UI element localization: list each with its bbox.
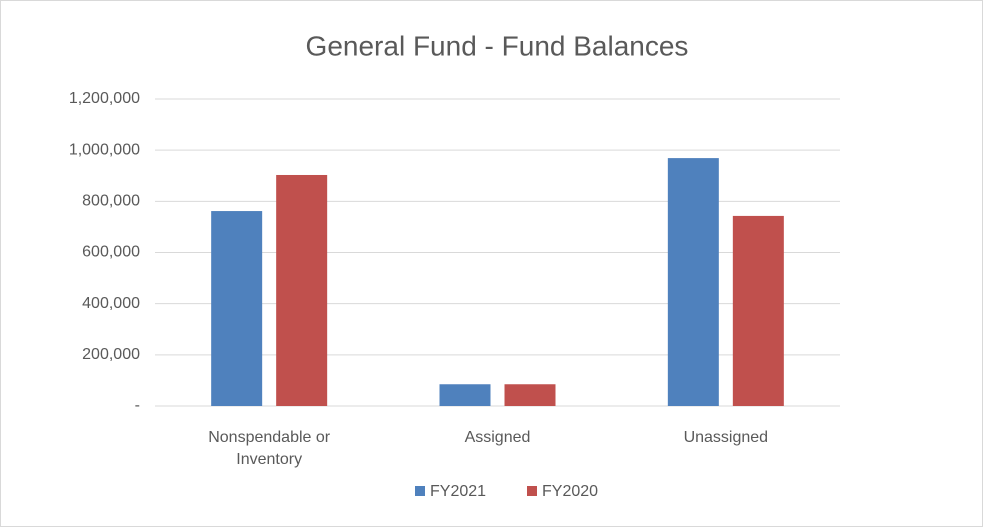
- x-tick-label: Nonspendable or Inventory: [208, 429, 331, 468]
- y-tick-label: 1,200,000: [69, 90, 140, 107]
- y-tick-label: 400,000: [82, 295, 140, 312]
- y-tick-label: 600,000: [82, 244, 140, 261]
- bar: [667, 158, 719, 406]
- bar: [211, 211, 263, 406]
- legend-swatch: [415, 486, 425, 496]
- chart-title: General Fund - Fund Balances: [306, 30, 689, 61]
- x-tick-label: Unassigned: [683, 429, 769, 446]
- y-tick-label: 800,000: [82, 193, 140, 210]
- y-tick-label: -: [135, 397, 140, 414]
- bar: [504, 384, 556, 406]
- y-tick-label: 1,000,000: [69, 141, 140, 158]
- bar: [732, 215, 784, 406]
- bar: [276, 174, 328, 406]
- legend-label: FY2020: [542, 483, 598, 500]
- y-tick-label: 200,000: [82, 346, 140, 363]
- legend-label: FY2021: [430, 483, 486, 500]
- legend-swatch: [527, 486, 537, 496]
- bar: [439, 384, 491, 406]
- x-tick-label: Assigned: [464, 429, 531, 446]
